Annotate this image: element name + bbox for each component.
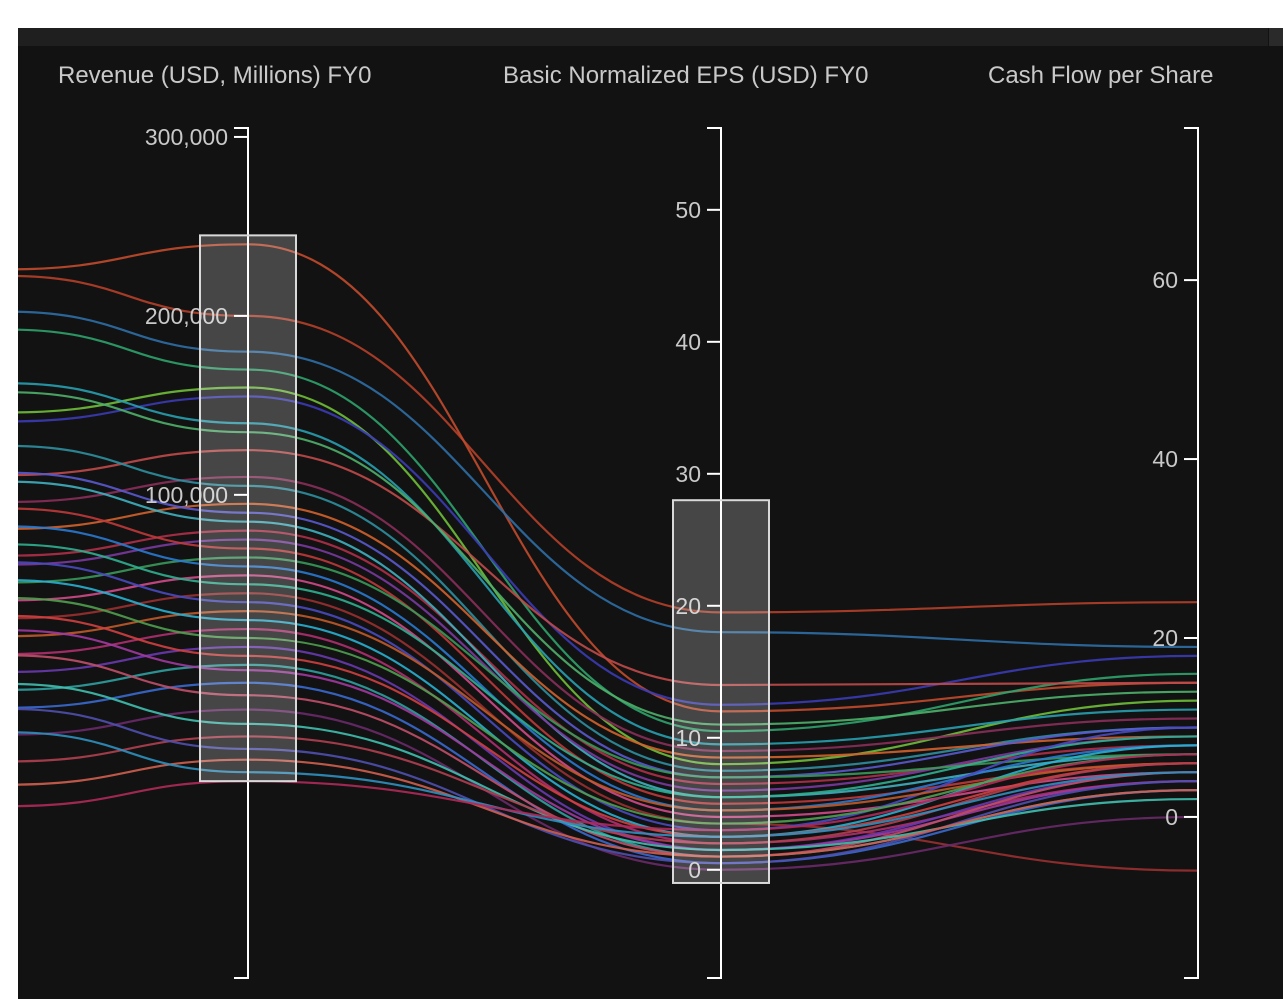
brush-selection[interactable] [672,499,770,884]
tick-label: 200,000 [145,303,228,329]
axes: Revenue (USD, Millions) FY0 100,000 200,00… [58,62,1213,979]
series-line [18,574,1199,819]
series-line [18,735,1199,845]
series-line [18,507,1199,805]
axis: Basic Normalized EPS (USD) FY0 0 10 20 30 40 5… [503,62,868,979]
series-line [18,543,1199,799]
series-line [18,243,1199,713]
tick-label: 30 [675,461,701,487]
series-line [18,386,1199,766]
series-line [18,561,1199,832]
series-line [18,310,1199,649]
series-line [18,597,1199,825]
series-line [18,629,1199,852]
axis-title: Revenue (USD, Millions) FY0 [58,62,371,89]
series-line [18,395,1199,706]
series-line [18,654,1199,858]
tick-label: 0 [688,857,701,883]
chart-panel: Revenue (USD, Millions) FY0 100,000 200,00… [18,28,1283,999]
tick-label: 60 [1152,267,1178,293]
tick-label: 300,000 [145,124,228,150]
series-line [18,382,1199,746]
brush-selection[interactable] [199,234,297,783]
axis-line [1184,127,1199,979]
axis-line [707,127,722,979]
data-lines [18,243,1199,872]
series-line [18,274,1199,614]
axis-title: Basic Normalized EPS (USD) FY0 [503,62,868,89]
axis: Cash Flow per Share 0 20 40 60 [988,62,1213,979]
parallel-coordinates-chart: Revenue (USD, Millions) FY0 100,000 200,00… [18,62,1213,979]
tick-label: 20 [1152,625,1178,651]
series-line [18,475,1199,753]
series-line [18,471,1199,779]
series-line [18,758,1199,858]
series-line [18,614,1199,838]
series-line [18,610,1199,812]
series-line [18,627,1199,845]
series-line [18,753,1199,832]
series-line [18,708,1199,871]
series-line [18,645,1199,852]
series-line [18,480,1199,799]
axis-title: Cash Flow per Share [988,62,1213,89]
series-line [18,444,1199,772]
series-line [18,592,1199,872]
series-line [18,449,1199,687]
axis-line [234,127,249,979]
series-line [18,538,1199,792]
tick-label: 10 [675,725,701,751]
scrollbar-edge[interactable] [1269,28,1283,46]
tick-label: 40 [1152,446,1178,472]
tick-label: 50 [675,197,701,223]
tick-label: 40 [675,329,701,355]
top-bar [18,28,1268,46]
axis: Revenue (USD, Millions) FY0 100,000 200,00… [58,62,371,979]
tick-label: 0 [1165,804,1178,830]
series-line [18,391,1199,726]
series-line [18,328,1199,733]
tick-label: 100,000 [145,482,228,508]
series-line [18,731,1199,838]
tick-label: 20 [675,593,701,619]
